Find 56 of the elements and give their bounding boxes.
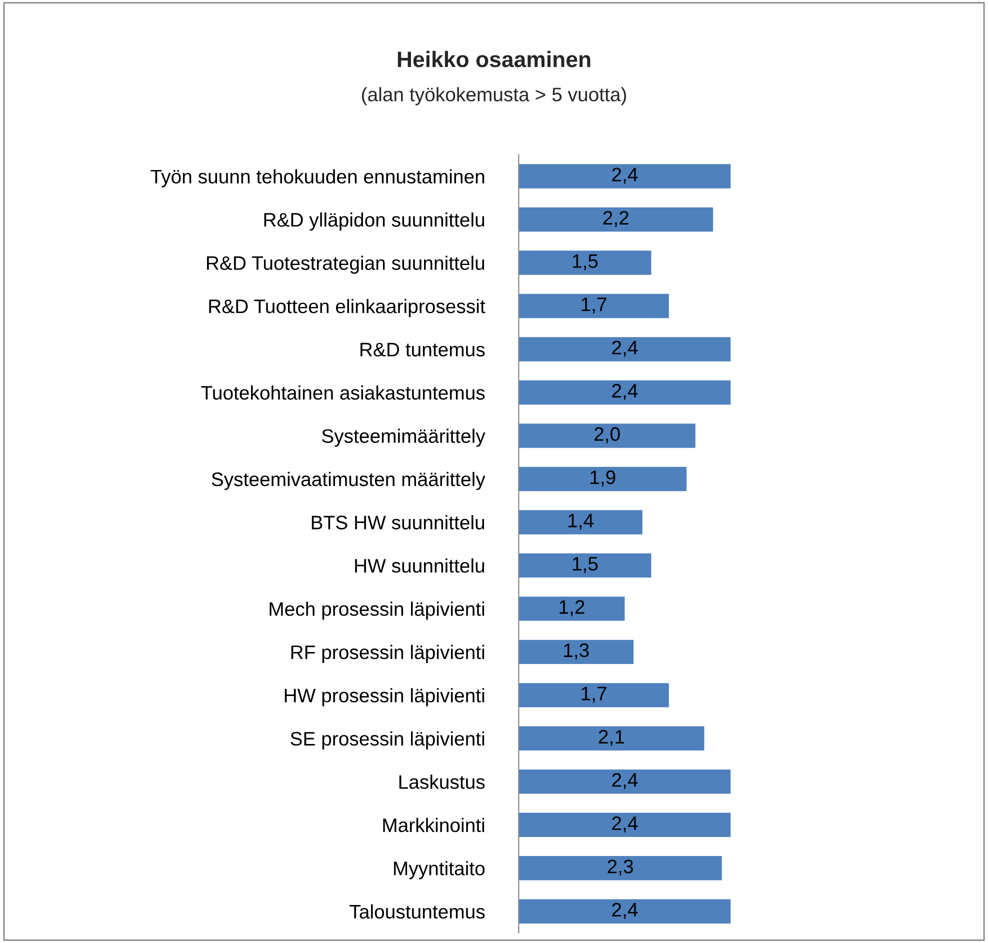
bar <box>518 726 704 751</box>
data-label: 1,2 <box>560 600 584 616</box>
chart-title: Heikko osaaminen <box>398 50 590 68</box>
bar <box>518 899 731 924</box>
data-label: 1,3 <box>564 643 589 660</box>
y-tick-label: R&D tuntemus <box>360 342 485 356</box>
y-tick-label: Mech prosessin läpivienti <box>270 602 484 620</box>
y-tick-label: R&D Tuotestrategian suunnittelu <box>207 256 484 274</box>
y-tick-label: SE prosessin läpivienti <box>290 731 484 750</box>
data-label: 2,4 <box>612 168 638 184</box>
y-tick-label: RF prosessin läpivienti <box>291 644 484 664</box>
y-tick-label: HW suunnittelu <box>355 558 484 573</box>
data-label: 2,1 <box>598 730 624 746</box>
data-label: 1,5 <box>572 557 598 573</box>
data-label: 1,4 <box>568 514 594 530</box>
bar <box>518 596 625 621</box>
bar <box>518 640 634 664</box>
y-tick-label: Taloustuntemus <box>350 904 485 919</box>
bar <box>518 164 731 188</box>
y-tick-label: HW prosessin läpivienti <box>284 688 484 706</box>
y-tick-label: Tuotekohtainen asiakastuntemus <box>201 385 485 400</box>
data-label: 2,0 <box>594 427 620 444</box>
bar <box>518 683 669 708</box>
y-tick-label: Työn suunn tehokuuden ennustaminen <box>150 169 484 188</box>
data-label: 2,4 <box>612 773 638 790</box>
bar <box>518 380 731 405</box>
bar <box>518 553 652 578</box>
chart-subtitle: (alan työkokemusta > 5 vuotta) <box>362 87 626 106</box>
y-tick-label: R&D Tuotteen elinkaariprosessit <box>209 298 486 318</box>
data-label: 1,7 <box>582 298 606 314</box>
bar <box>518 510 642 534</box>
data-label: 1,5 <box>572 254 598 270</box>
y-tick-label: BTS HW suunnittelu <box>312 515 484 530</box>
data-label: 1,9 <box>590 470 616 486</box>
bar <box>518 466 687 492</box>
bar <box>518 812 731 838</box>
y-tick-label: Systeemivaatimusten määrittely <box>212 472 486 490</box>
bar <box>518 856 722 880</box>
data-label: 2,3 <box>608 860 633 876</box>
y-tick-label: Systeemimäärittely <box>322 428 486 447</box>
data-label: 1,7 <box>582 686 606 703</box>
y-tick-label: Myyntitaito <box>394 861 485 880</box>
data-label: 2,2 <box>603 210 628 228</box>
bar <box>518 250 652 275</box>
bar <box>518 207 714 232</box>
y-tick-label: Markkinointi <box>383 818 484 832</box>
bar <box>518 424 696 448</box>
bar <box>518 294 669 318</box>
data-label: 2,4 <box>612 816 638 832</box>
bar <box>518 337 731 362</box>
y-tick-label: R&D ylläpidon suunnittelu <box>264 212 484 231</box>
data-label: 2,4 <box>612 340 638 357</box>
data-label: 2,4 <box>612 384 638 400</box>
bar <box>518 770 731 794</box>
data-label: 2,4 <box>612 902 638 919</box>
y-tick-label: Laskustus <box>399 774 485 789</box>
